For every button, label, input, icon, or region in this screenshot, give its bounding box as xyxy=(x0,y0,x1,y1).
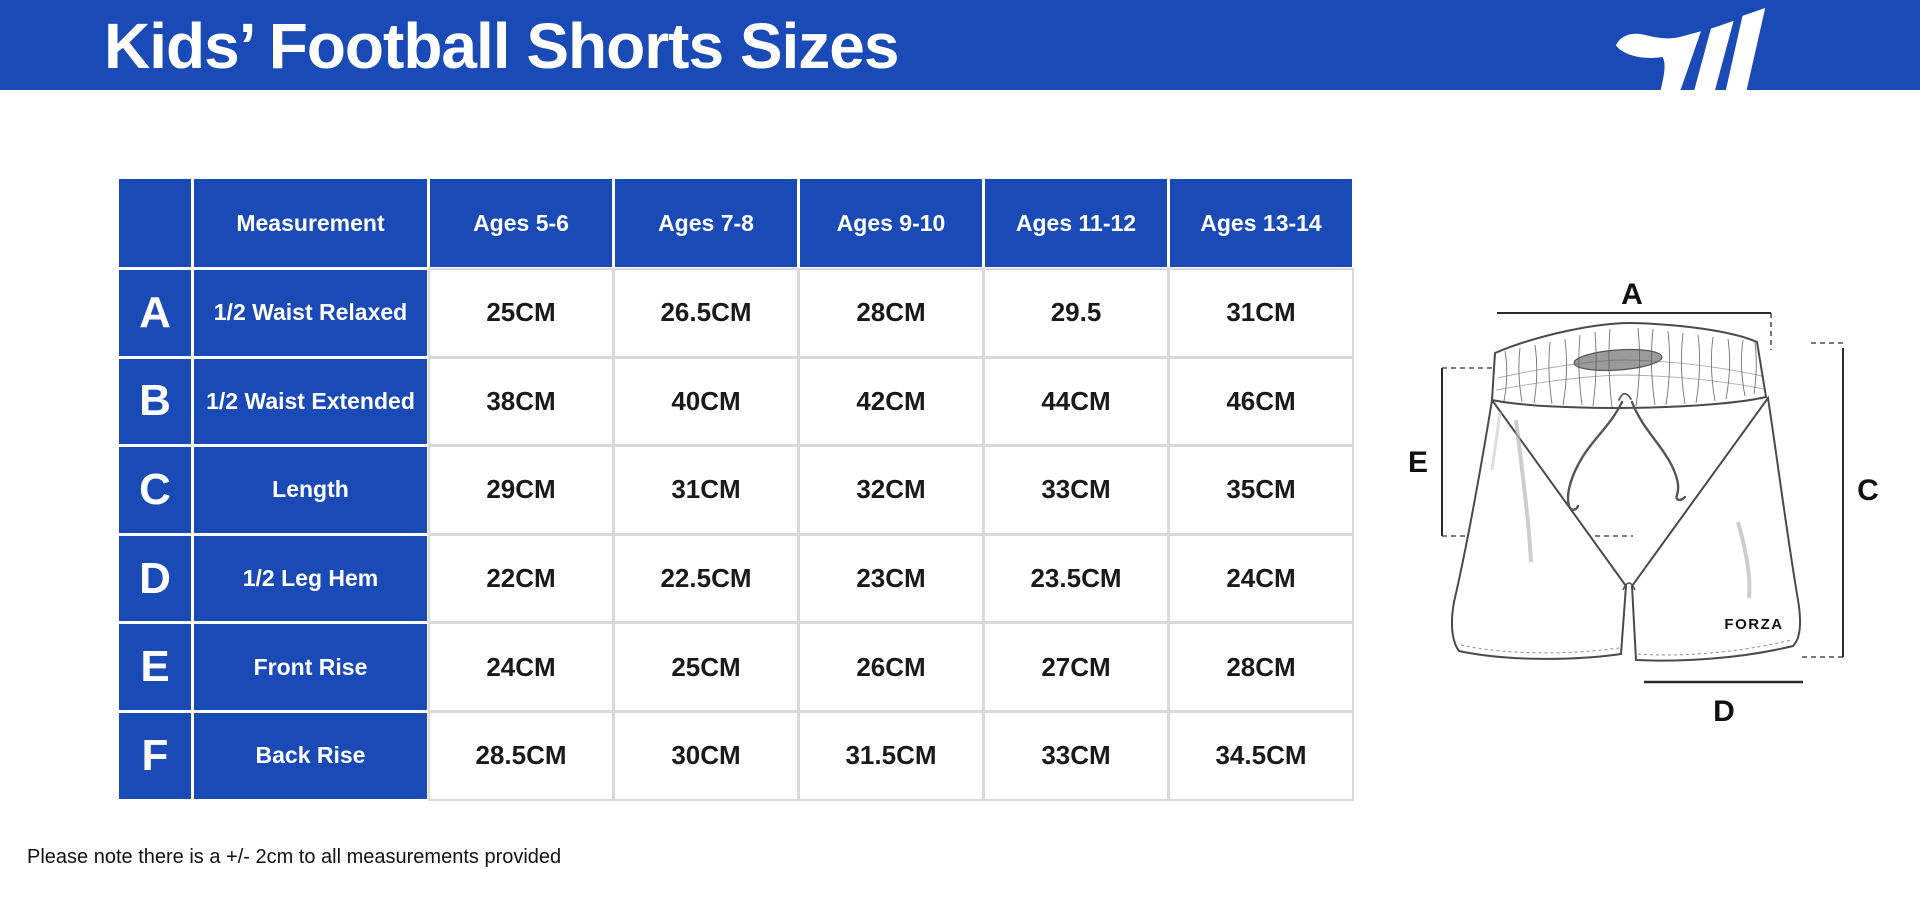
row-label: Length xyxy=(194,447,427,533)
size-value: 46CM xyxy=(1170,358,1352,445)
shorts-diagram: A E C D FORZA xyxy=(1408,278,1879,728)
size-chart-table: Measurement Ages 5-6 Ages 7-8 Ages 9-10 … xyxy=(119,179,1352,799)
dim-label-d: D xyxy=(1713,695,1735,728)
header-banner: Kids’ Football Shorts Sizes xyxy=(0,0,1920,91)
size-value: 33CM xyxy=(985,712,1167,799)
column-header-measurement: Measurement xyxy=(194,179,427,267)
size-value: 23CM xyxy=(800,535,982,622)
size-value: 26.5CM xyxy=(615,270,797,356)
column-header-ages-9-10: Ages 9-10 xyxy=(800,179,982,267)
row-label: Back Rise xyxy=(194,712,427,799)
size-value: 42CM xyxy=(800,358,982,445)
size-value: 33CM xyxy=(985,447,1167,533)
row-letter: F xyxy=(119,712,191,799)
dim-label-a: A xyxy=(1621,278,1643,311)
size-value: 23.5CM xyxy=(985,535,1167,622)
size-value: 25CM xyxy=(615,624,797,710)
size-value: 28.5CM xyxy=(430,712,612,799)
row-letter: C xyxy=(119,447,191,533)
size-value: 24CM xyxy=(1170,535,1352,622)
size-value: 35CM xyxy=(1170,447,1352,533)
column-header-ages-5-6: Ages 5-6 xyxy=(430,179,612,267)
size-value: 27CM xyxy=(985,624,1167,710)
size-value: 26CM xyxy=(800,624,982,710)
size-value: 29CM xyxy=(430,447,612,533)
row-letter: A xyxy=(119,270,191,356)
size-value: 22CM xyxy=(430,535,612,622)
size-value: 30CM xyxy=(615,712,797,799)
row-label: 1/2 Waist Extended xyxy=(194,358,427,445)
dim-label-c: C xyxy=(1857,474,1879,507)
size-value: 28CM xyxy=(800,270,982,356)
row-letter: D xyxy=(119,535,191,622)
row-letter: B xyxy=(119,358,191,445)
dim-label-e: E xyxy=(1408,446,1428,479)
row-letter: E xyxy=(119,624,191,710)
size-value: 34.5CM xyxy=(1170,712,1352,799)
column-header-ages-11-12: Ages 11-12 xyxy=(985,179,1167,267)
page-title: Kids’ Football Shorts Sizes xyxy=(104,10,899,82)
row-label: 1/2 Waist Relaxed xyxy=(194,270,427,356)
size-value: 38CM xyxy=(430,358,612,445)
column-header-ages-13-14: Ages 13-14 xyxy=(1170,179,1352,267)
size-value: 44CM xyxy=(985,358,1167,445)
size-value: 29.5 xyxy=(985,270,1167,356)
size-value: 24CM xyxy=(430,624,612,710)
row-label: Front Rise xyxy=(194,624,427,710)
corner-header-cell xyxy=(119,179,191,267)
row-label: 1/2 Leg Hem xyxy=(194,535,427,622)
size-value: 31CM xyxy=(615,447,797,533)
size-value: 31CM xyxy=(1170,270,1352,356)
measurement-note: Please note there is a +/- 2cm to all me… xyxy=(27,846,562,868)
size-value: 31.5CM xyxy=(800,712,982,799)
size-value: 22.5CM xyxy=(615,535,797,622)
size-value: 28CM xyxy=(1170,624,1352,710)
forza-logo-icon xyxy=(1615,7,1766,91)
size-value: 40CM xyxy=(615,358,797,445)
forza-brand-text: FORZA xyxy=(1724,616,1783,633)
size-value: 25CM xyxy=(430,270,612,356)
column-header-ages-7-8: Ages 7-8 xyxy=(615,179,797,267)
size-value: 32CM xyxy=(800,447,982,533)
